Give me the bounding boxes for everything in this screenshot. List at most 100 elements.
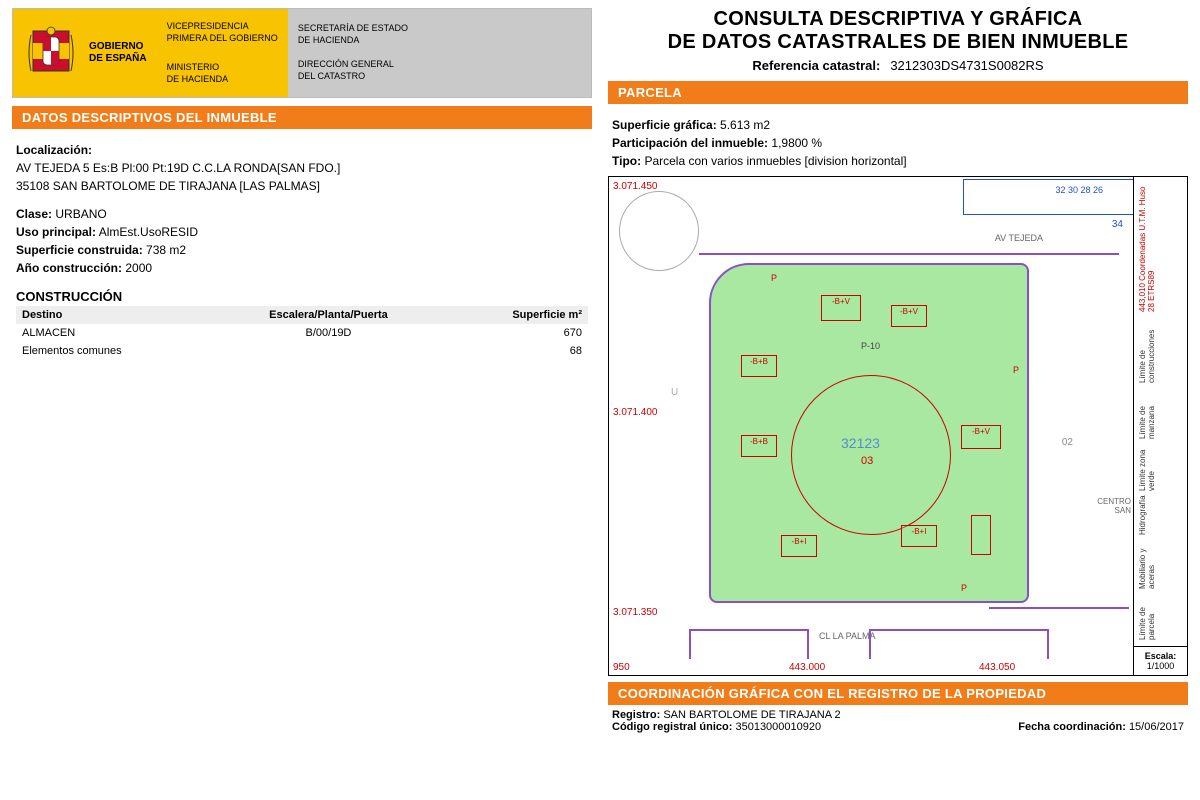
cod-label: Código registral único: [612,721,732,733]
vicepresidencia-block: VICEPRESIDENCIA PRIMERA DEL GOBIERNO MIN… [157,9,288,97]
section-parcela: PARCELA [608,81,1188,104]
roundabout-icon [619,191,699,271]
building-outline-br [869,629,1049,659]
fecha-value: 15/06/2017 [1129,721,1184,733]
cell-sup: 68 [444,342,588,360]
gobierno-label: GOBIERNO DE ESPAÑA [89,41,147,65]
map-canvas: 3.071.450 3.071.400 3.071.350 950 443.00… [609,177,1133,675]
p10-label: P-10 [861,341,880,351]
road-line-top [699,253,1119,255]
clase-value: URBANO [55,207,106,221]
table-row: Elementos comunes 68 [16,342,588,360]
fecha-label: Fecha coordinación: [1018,721,1126,733]
building-4: -B+B [741,355,777,377]
building-outline-bl [689,629,809,659]
document-title: CONSULTA DESCRIPTIVA Y GRÁFICA DE DATOS … [608,8,1188,73]
sec-line1: SECRETARÍA DE ESTADO [298,23,581,35]
street-centro: CENTRO SAN [1091,497,1131,515]
num-u: U [671,387,678,398]
cell-epp: B/00/19D [213,324,444,342]
reg-label: Registro: [612,709,660,721]
ano-label: Año construcción: [16,261,122,275]
street-av-tejeda: AV TEJEDA [995,233,1043,243]
legend-item: Hidrografía [1138,495,1183,535]
sup-label: Superficie construida: [16,243,143,257]
parcel-ref-sub: 03 [861,455,873,467]
cadastral-map: 3.071.450 3.071.400 3.071.350 950 443.00… [608,176,1188,676]
uso-label: Uso principal: [16,225,96,239]
title-line1: CONSULTA DESCRIPTIVA Y GRÁFICA [608,8,1188,31]
coord-x-2: 443.050 [979,662,1015,673]
government-header: GOBIERNO DE ESPAÑA VICEPRESIDENCIA PRIME… [12,8,592,98]
legend-item: Límite zona verde [1138,443,1183,491]
clase-label: Clase: [16,207,52,221]
legend-coord-note: 443,010 Coordenadas U.T.M. Huso 28 ETRS8… [1138,183,1183,312]
parcela-tipo-value: Parcela con varios inmuebles [division h… [644,154,906,168]
building-2: -B+V [891,305,927,327]
gov-crest-block: GOBIERNO DE ESPAÑA [13,9,157,97]
section-datos-descriptivos: DATOS DESCRIPTIVOS DEL INMUEBLE [12,106,592,129]
loc-line2: 35108 SAN BARTOLOME DE TIRAJANA [LAS PAL… [16,179,588,193]
street-cl-la-palma: CL LA PALMA [819,631,876,641]
p-marker: P [961,583,967,593]
road-line-right [989,607,1129,609]
ano-value: 2000 [125,261,152,275]
map-legend-panel: Límite de parcela Mobiliario y aceras Hi… [1133,177,1187,675]
document-page: GOBIERNO DE ESPAÑA VICEPRESIDENCIA PRIME… [0,0,1200,800]
p-marker: P [1013,365,1019,375]
parcela-sup-value: 5.613 m2 [720,118,770,132]
coord-y-2: 3.071.400 [613,407,658,418]
gobierno-line1: GOBIERNO [89,41,147,53]
coord-y-1: 3.071.450 [613,181,658,192]
construccion-heading: CONSTRUCCIÓN [16,289,588,304]
right-column: CONSULTA DESCRIPTIVA Y GRÁFICA DE DATOS … [600,0,1200,800]
descriptivos-content: Localización: AV TEJEDA 5 Es:B Pl:00 Pt:… [12,129,592,370]
coordinacion-content: Registro: SAN BARTOLOME DE TIRAJANA 2 Có… [608,705,1188,737]
cell-destino: ALMACEN [16,324,213,342]
building-6: -B+I [781,535,817,557]
building-3: -B+V [961,425,1001,449]
parcel-ref-center: 32123 [841,435,880,451]
sup-value: 738 m2 [146,243,186,257]
table-row: ALMACEN B/00/19D 670 [16,324,588,342]
num-02: 02 [1062,437,1073,448]
parcela-part-label: Participación del inmueble: [612,136,768,150]
vp-line1: VICEPRESIDENCIA [167,21,278,33]
dir-line1: DIRECCIÓN GENERAL [298,59,581,71]
left-column: GOBIERNO DE ESPAÑA VICEPRESIDENCIA PRIME… [0,0,600,800]
ref-value: 3212303DS4731S0082RS [890,58,1043,73]
map-legend: Límite de parcela Mobiliario y aceras Hi… [1134,177,1187,646]
parcela-tipo-label: Tipo: [612,154,641,168]
building-8 [971,515,991,555]
building-7: -B+I [901,525,937,547]
gobierno-line2: DE ESPAÑA [89,53,147,65]
top-34: 34 [1112,219,1123,230]
min-line2: DE HACIENDA [167,74,278,86]
ref-label: Referencia catastral: [752,58,880,73]
loc-line1: AV TEJEDA 5 Es:B Pl:00 Pt:19D C.C.LA RON… [16,161,588,175]
dir-line2: DEL CATASTRO [298,71,581,83]
spain-crest-icon [23,21,79,85]
parcel-shape: 32123 03 P-10 -B+V -B+V -B+V -B+B -B+B -… [709,263,1029,603]
uso-value: AlmEst.UsoRESID [99,225,198,239]
sec-line2: DE HACIENDA [298,35,581,47]
col-epp: Escalera/Planta/Puerta [213,306,444,324]
cell-sup: 670 [444,324,588,342]
parcela-content: Superficie gráfica: 5.613 m2 Participaci… [608,104,1188,176]
parcela-part-value: 1,9800 % [771,136,822,150]
col-superficie: Superficie m² [444,306,588,324]
legend-item: Mobiliario y aceras [1138,539,1183,590]
title-line2: DE DATOS CATASTRALES DE BIEN INMUEBLE [608,31,1188,54]
parcela-sup-label: Superficie gráfica: [612,118,717,132]
reg-value: SAN BARTOLOME DE TIRAJANA 2 [663,709,840,721]
loc-label: Localización: [16,143,92,157]
building-1: -B+V [821,295,861,321]
col-destino: Destino [16,306,213,324]
construccion-table: Destino Escalera/Planta/Puerta Superfici… [16,306,588,360]
legend-item: Límite de construcciones [1138,316,1183,383]
secretaria-block: SECRETARÍA DE ESTADO DE HACIENDA DIRECCI… [288,9,591,97]
cod-value: 35013000010920 [735,721,821,733]
min-line1: MINISTERIO [167,62,278,74]
section-coordinacion: COORDINACIÓN GRÁFICA CON EL REGISTRO DE … [608,682,1188,705]
scale-label: Escala: [1136,651,1185,661]
